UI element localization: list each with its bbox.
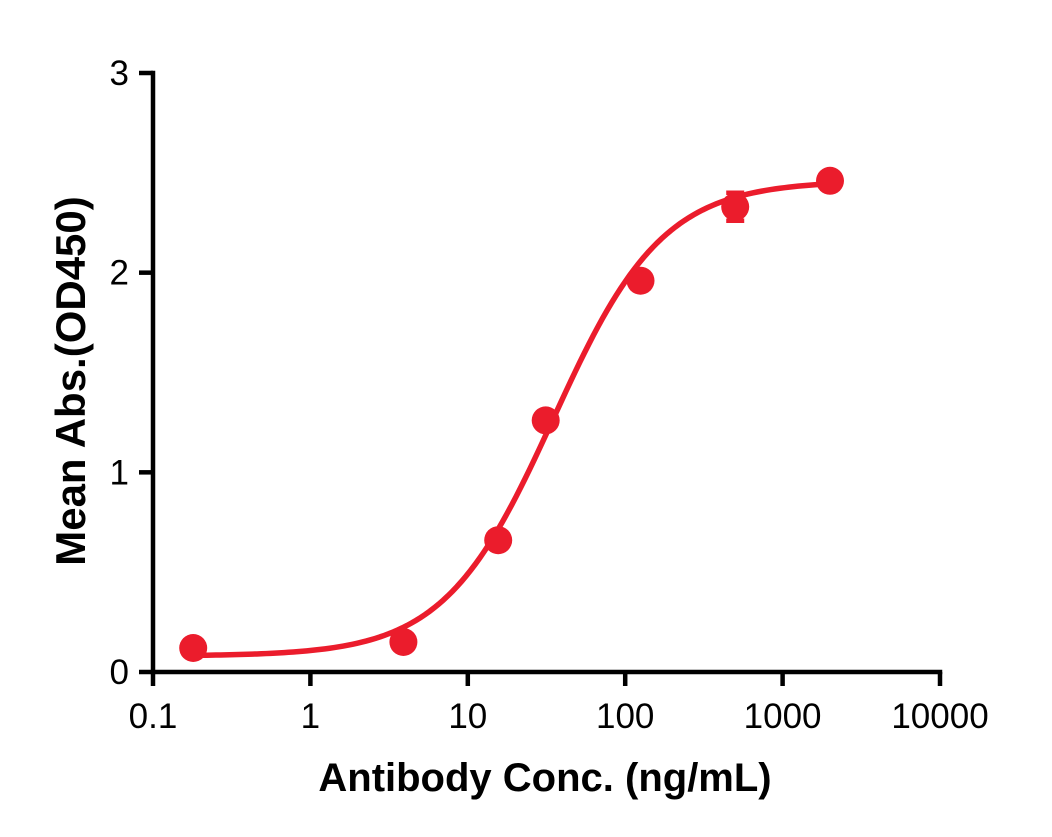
y-tick-label: 0 xyxy=(110,653,129,692)
fit-curve xyxy=(190,181,833,659)
x-tick-label: 1000 xyxy=(744,697,822,736)
x-tick-label: 1 xyxy=(301,697,320,736)
x-tick-label: 0.1 xyxy=(129,697,178,736)
y-tick-label: 1 xyxy=(110,453,129,492)
x-tick-label: 10000 xyxy=(891,697,988,736)
data-point xyxy=(179,634,208,662)
axis-lines xyxy=(150,70,943,675)
y-axis-title: Mean Abs.(OD450) xyxy=(47,196,94,566)
data-point xyxy=(531,406,560,435)
x-tick-label: 10 xyxy=(448,697,487,736)
data-point xyxy=(816,166,844,195)
x-tick-label: 100 xyxy=(596,697,654,736)
x-axis-title: Antibody Conc. (ng/mL) xyxy=(318,756,772,800)
y-tick-label: 3 xyxy=(110,54,129,93)
data-point xyxy=(389,628,418,656)
data-point xyxy=(626,266,655,295)
data-point xyxy=(721,192,750,221)
data-point xyxy=(484,526,513,555)
y-tick-label: 2 xyxy=(110,254,129,293)
